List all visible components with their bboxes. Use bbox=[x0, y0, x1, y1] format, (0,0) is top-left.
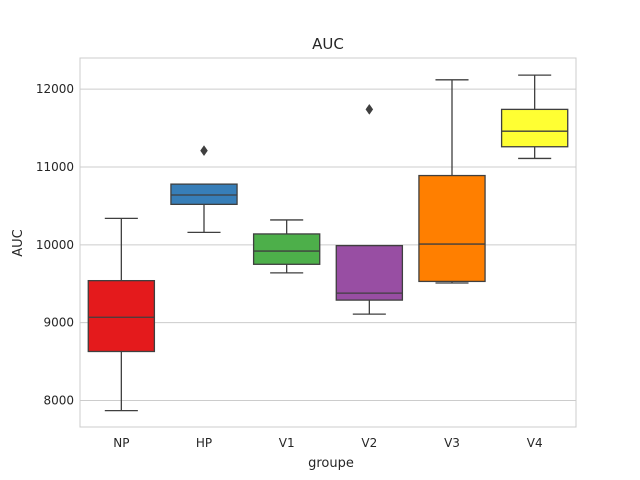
chart-title: AUC bbox=[312, 35, 344, 53]
grid-lines bbox=[80, 88, 576, 402]
x-tick-label-v4: V4 bbox=[527, 436, 543, 450]
box-v3 bbox=[418, 79, 486, 284]
x-tick-label-v3: V3 bbox=[444, 436, 460, 450]
box-v4 bbox=[500, 74, 569, 160]
x-tick-label-v2: V2 bbox=[361, 436, 377, 450]
x-axis-label: groupe bbox=[308, 456, 354, 471]
box-body bbox=[252, 233, 321, 265]
y-tick-label-8000: 8000 bbox=[43, 394, 74, 408]
box-np bbox=[87, 217, 156, 412]
plot-frame bbox=[79, 57, 577, 428]
box-v1 bbox=[252, 219, 321, 274]
box-series bbox=[87, 74, 569, 412]
y-tick-label-9000: 9000 bbox=[43, 316, 74, 330]
x-axis-ticks: NP HP V1 V2 V3 V4 bbox=[113, 436, 542, 450]
y-tick-label-10000: 10000 bbox=[36, 238, 74, 252]
box-hp bbox=[170, 145, 238, 234]
box-body bbox=[170, 183, 238, 206]
box-body bbox=[418, 174, 486, 283]
y-axis-ticks: 8000 9000 10000 11000 12000 bbox=[36, 82, 74, 407]
outlier-point bbox=[200, 145, 208, 157]
y-tick-label-11000: 11000 bbox=[36, 160, 74, 174]
x-tick-label-hp: HP bbox=[196, 436, 212, 450]
box-body bbox=[87, 279, 156, 353]
y-tick-label-12000: 12000 bbox=[36, 82, 74, 96]
x-tick-label-v1: V1 bbox=[279, 436, 295, 450]
box-body bbox=[500, 108, 569, 148]
y-axis-label: AUC bbox=[11, 229, 26, 257]
box-v2 bbox=[335, 103, 404, 315]
box-body bbox=[335, 244, 404, 301]
outlier-point bbox=[365, 103, 374, 115]
x-tick-label-np: NP bbox=[113, 436, 129, 450]
